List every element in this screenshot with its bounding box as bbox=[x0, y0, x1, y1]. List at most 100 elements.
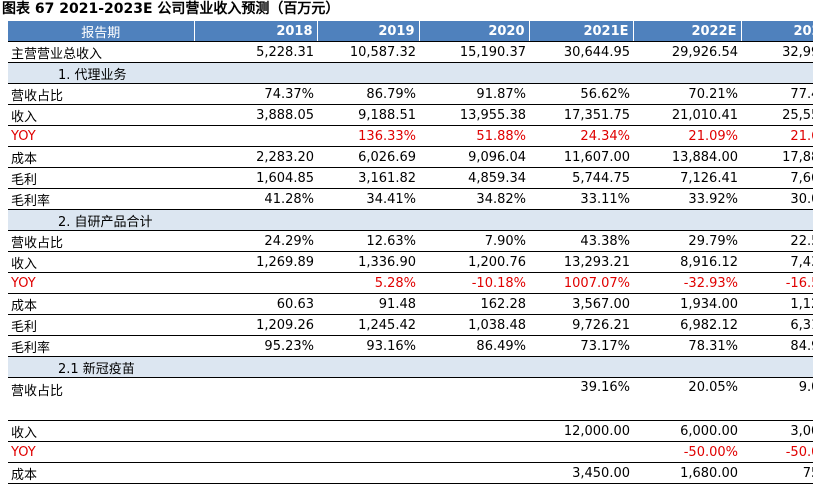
table-cell: 3,450.00 bbox=[529, 462, 633, 484]
table-cell: 34.41% bbox=[317, 188, 419, 210]
table-cell bbox=[317, 377, 419, 421]
table-cell bbox=[633, 62, 741, 84]
row-label: 营收占比 bbox=[8, 377, 194, 421]
table-cell: 30,644.95 bbox=[529, 41, 633, 63]
table-cell: 1,604.85 bbox=[194, 167, 317, 189]
header-cell-2022e: 2022E bbox=[633, 21, 742, 42]
table-cell: 73.17% bbox=[529, 335, 633, 357]
table-cell: 51.88% bbox=[419, 125, 529, 147]
table-cell bbox=[194, 62, 317, 84]
table-cell: 1,680.00 bbox=[633, 462, 741, 484]
section-row: 2. 自研产品合计 bbox=[8, 209, 813, 231]
table-cell: 13,884.00 bbox=[633, 146, 741, 168]
table-cell: 29.79% bbox=[633, 230, 741, 252]
table-row: 成本60.6391.48162.283,567.001,934.001,122.… bbox=[8, 293, 813, 315]
table-cell: -16.56% bbox=[741, 272, 813, 294]
table-body: 主营营业总收入 5,228.31 10,587.32 15,190.37 30,644.… bbox=[8, 41, 813, 484]
table-cell: 21.63% bbox=[741, 125, 813, 147]
table-cell: 136.33% bbox=[317, 125, 419, 147]
table-cell: 6,026.69 bbox=[317, 146, 419, 168]
table-cell bbox=[633, 356, 741, 378]
table-cell: 60.63 bbox=[194, 293, 317, 315]
table-cell: 1,209.26 bbox=[194, 314, 317, 336]
table-cell: 30.01% bbox=[741, 188, 813, 210]
table-cell: 4,859.34 bbox=[419, 167, 529, 189]
table-cell bbox=[194, 420, 317, 442]
table-cell: 12.63% bbox=[317, 230, 419, 252]
table-cell bbox=[194, 462, 317, 484]
table-cell: -10.18% bbox=[419, 272, 529, 294]
header-cell-2020: 2020 bbox=[419, 21, 530, 42]
table-cell: 7,439.1 bbox=[741, 251, 813, 273]
row-label: 成本 bbox=[8, 146, 194, 168]
table-cell bbox=[419, 62, 529, 84]
section-row: 2.1 新冠疫苗 bbox=[8, 356, 813, 378]
table-cell: 11,607.00 bbox=[529, 146, 633, 168]
table-cell: 33.92% bbox=[633, 188, 741, 210]
table-cell: 5,744.75 bbox=[529, 167, 633, 189]
row-label: YOY bbox=[8, 272, 194, 294]
row-label: 毛利率 bbox=[8, 188, 194, 210]
table-cell bbox=[194, 377, 317, 421]
table-cell: 74.37% bbox=[194, 83, 317, 105]
header-cell-2023e: 2023E bbox=[741, 21, 813, 42]
table-cell: 13,293.21 bbox=[529, 251, 633, 273]
table-cell: 84.91% bbox=[741, 335, 813, 357]
table-cell: 7.90% bbox=[419, 230, 529, 252]
table-cell: 162.28 bbox=[419, 293, 529, 315]
table-cell bbox=[419, 462, 529, 484]
table-cell bbox=[741, 209, 813, 231]
table-cell: 15,190.37 bbox=[419, 41, 529, 63]
table-cell bbox=[529, 209, 633, 231]
table-cell bbox=[419, 356, 529, 378]
table-cell: 29,926.54 bbox=[633, 41, 741, 63]
table-cell: 17,351.75 bbox=[529, 104, 633, 126]
table-cell: 9.09% bbox=[741, 377, 813, 421]
row-label: 收入 bbox=[8, 251, 194, 273]
table-cell: 1,038.48 bbox=[419, 314, 529, 336]
table-cell bbox=[194, 125, 317, 147]
table-row: 营收占比 39.16%20.05%9.09% bbox=[8, 377, 813, 421]
table-cell: 7,126.41 bbox=[633, 167, 741, 189]
table-cell: 91.87% bbox=[419, 83, 529, 105]
table-cell bbox=[419, 420, 529, 442]
table-cell: 3,888.05 bbox=[194, 104, 317, 126]
row-label: 收入 bbox=[8, 104, 194, 126]
row-label: 营收占比 bbox=[8, 83, 194, 105]
table-cell bbox=[419, 441, 529, 463]
table-cell bbox=[419, 209, 529, 231]
table-cell: 8,916.12 bbox=[633, 251, 741, 273]
row-label: YOY bbox=[8, 441, 194, 463]
table-row: 毛利 1,209.26 1,245.42 1,038.48 9,726.21 6,982.… bbox=[8, 314, 813, 336]
table-cell: 3,161.82 bbox=[317, 167, 419, 189]
table-cell: 21.09% bbox=[633, 125, 741, 147]
table-cell: 25,554.1 bbox=[741, 104, 813, 126]
row-label: YOY bbox=[8, 125, 194, 147]
table-row: 收入 1,269.89 1,336.90 1,200.76 13,293.21 8,916… bbox=[8, 251, 813, 273]
table-cell: 95.23% bbox=[194, 335, 317, 357]
row-label: 主营营业总收入 bbox=[8, 41, 194, 63]
table-cell: 17,886.1 bbox=[741, 146, 813, 168]
table-cell: 1007.07% bbox=[529, 272, 633, 294]
row-label: 毛利 bbox=[8, 314, 194, 336]
table-cell bbox=[633, 209, 741, 231]
table-cell: 20.05% bbox=[633, 377, 741, 421]
table-cell bbox=[317, 462, 419, 484]
header-cell-2019: 2019 bbox=[317, 21, 420, 42]
table-cell: 5.28% bbox=[317, 272, 419, 294]
table-cell bbox=[529, 62, 633, 84]
table-cell: 24.34% bbox=[529, 125, 633, 147]
table-cell: -32.93% bbox=[633, 272, 741, 294]
table-cell bbox=[529, 441, 633, 463]
header-row: 报告期 2018 2019 2020 2021E 2022E 2023E bbox=[8, 21, 813, 42]
table-cell: 1,269.89 bbox=[194, 251, 317, 273]
table-cell: 77.45% bbox=[741, 83, 813, 105]
table-cell: 33.11% bbox=[529, 188, 633, 210]
table-cell: 34.82% bbox=[419, 188, 529, 210]
table-row: YOY 136.33%51.88%24.34%21.09%21.63% bbox=[8, 125, 813, 147]
table-cell: -50.00% bbox=[633, 441, 741, 463]
table-cell bbox=[317, 209, 419, 231]
table-cell: 750.0 bbox=[741, 462, 813, 484]
